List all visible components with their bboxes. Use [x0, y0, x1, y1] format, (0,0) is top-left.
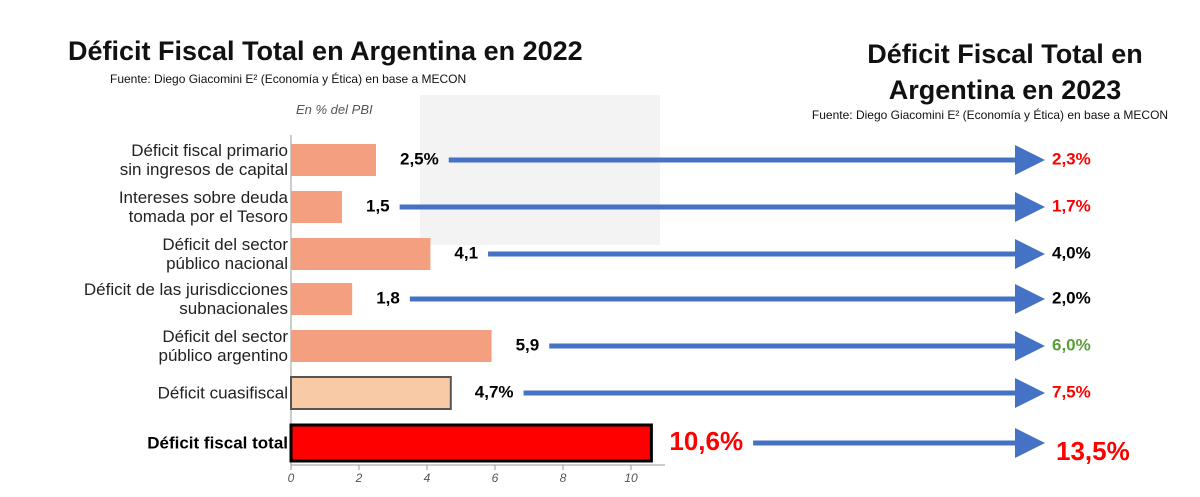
value-label-2023: 6,0% [1052, 335, 1091, 354]
value-label-2023: 13,5% [1056, 436, 1130, 466]
bar [289, 423, 653, 463]
value-label: 4,7% [475, 382, 514, 401]
subtitle: En % del PBI [296, 102, 373, 117]
source: Fuente: Diego Giacomini E² (Economía y É… [110, 72, 467, 86]
bar [291, 144, 376, 176]
x-tick-label: 8 [560, 471, 567, 485]
value-label-2023: 1,7% [1052, 196, 1091, 215]
bar [291, 191, 342, 223]
category-label: Intereses sobre deuda tomada por el Teso… [118, 188, 288, 226]
category-label: Déficit del sector público nacional [162, 235, 288, 273]
x-tick-label: 2 [355, 471, 363, 485]
category-label: Déficit fiscal total [147, 433, 288, 453]
value-label: 4,1 [454, 243, 478, 262]
bar [291, 330, 492, 362]
x-tick-label: 0 [288, 471, 295, 485]
chart-title: Déficit Fiscal Total en Argentina en 202… [68, 36, 583, 66]
x-tick-label: 10 [624, 471, 638, 485]
x-tick-label: 6 [492, 471, 499, 485]
category-label: Déficit cuasifiscal [157, 383, 288, 403]
category-label: Déficit de las jurisdicciones subnaciona… [83, 280, 288, 318]
value-label: 10,6% [669, 426, 743, 456]
x-tick-label: 4 [424, 471, 431, 485]
background-photo [420, 95, 660, 245]
title-2023: Déficit Fiscal Total en Argentina en 202… [867, 39, 1143, 105]
category-label: Déficit del sector público argentino [158, 327, 288, 365]
bar [291, 283, 353, 315]
value-label: 5,9 [516, 335, 540, 354]
value-label-2023: 2,3% [1052, 149, 1091, 168]
value-label-2023: 2,0% [1052, 288, 1091, 307]
value-label-2023: 7,5% [1052, 382, 1091, 401]
value-label: 1,5 [366, 196, 390, 215]
value-label: 1,8 [376, 288, 400, 307]
value-label-2023: 4,0% [1052, 243, 1091, 262]
category-label: Déficit fiscal primario sin ingresos de … [119, 141, 288, 179]
bar [290, 376, 452, 410]
value-label: 2,5% [400, 149, 439, 168]
bar [291, 238, 431, 270]
source-2023: Fuente: Diego Giacomini E² (Economía y É… [811, 108, 1169, 122]
